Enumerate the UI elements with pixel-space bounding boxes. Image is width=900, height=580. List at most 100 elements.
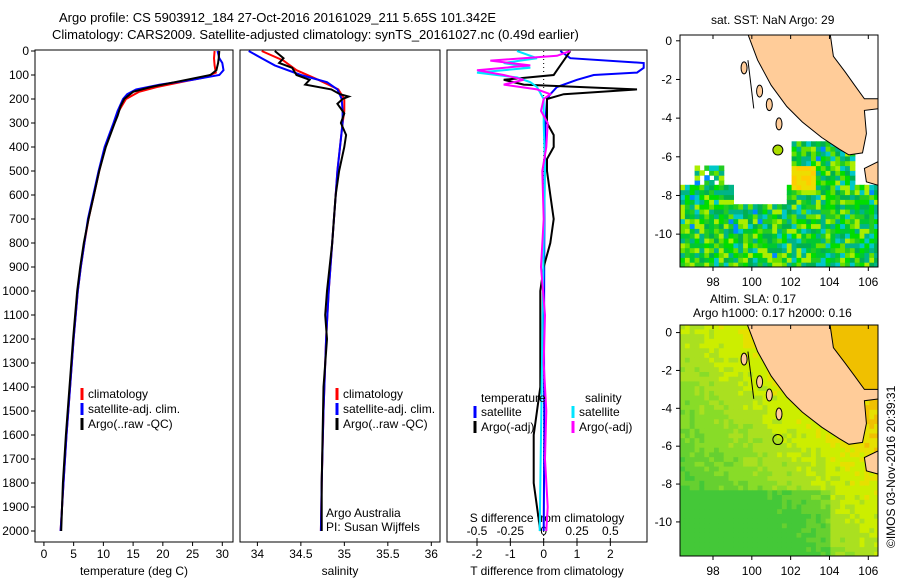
map-cell: [694, 503, 701, 510]
map-cell: [796, 242, 802, 249]
map-cell: [801, 423, 807, 429]
map-cell: [806, 480, 812, 486]
map-cell: [743, 423, 749, 429]
map-cell: [781, 238, 788, 244]
map-cell: [699, 475, 705, 481]
map-cell: [815, 262, 822, 267]
map-cell: [801, 189, 807, 196]
map-cell: [714, 546, 720, 552]
map-cell: [854, 204, 861, 210]
map-cell: [777, 233, 783, 239]
map-cell: [864, 475, 870, 481]
map-cell: [845, 338, 851, 344]
map-cell: [859, 371, 866, 377]
map-cell: [835, 522, 841, 529]
map-cell: [718, 199, 725, 205]
map-cell: [714, 252, 720, 258]
map-cell: [786, 252, 793, 258]
map-cell: [815, 252, 822, 258]
map-cell: [743, 252, 749, 258]
map-cell: [772, 494, 778, 500]
map-cell: [820, 461, 827, 467]
map-cell: [786, 532, 793, 538]
map-cell: [714, 199, 720, 205]
map-cell: [704, 414, 710, 420]
x-tick-label: 36: [425, 547, 439, 561]
map-cell: [796, 437, 802, 443]
map-cell: [811, 480, 817, 486]
map-cell: [762, 456, 768, 462]
map-cell: [791, 189, 798, 196]
map-cell: [684, 494, 691, 500]
map-cell: [767, 508, 773, 514]
map-cell: [825, 499, 832, 505]
map-cell: [869, 242, 875, 249]
map-cell: [738, 418, 744, 424]
map-cell: [859, 522, 866, 529]
map-cell: [689, 325, 696, 330]
map-cell: [806, 233, 812, 239]
map-cell: [811, 189, 817, 196]
map-cell: [830, 338, 836, 344]
map-cell: [743, 551, 749, 556]
map-cell: [767, 414, 773, 420]
map-cell: [689, 343, 696, 349]
map-cell: [835, 338, 841, 344]
map-cell: [747, 499, 754, 505]
map-cell: [815, 470, 822, 477]
map-cell: [835, 209, 841, 215]
map-cell: [864, 532, 870, 538]
map-cell: [738, 257, 744, 263]
map-cell: [825, 204, 832, 210]
map-cell: [684, 404, 691, 410]
map-cell: [820, 447, 827, 453]
map-cell: [704, 189, 710, 196]
map-cell: [723, 247, 730, 254]
map-cell: [859, 380, 866, 387]
map-cell: [859, 551, 866, 556]
map-cell: [694, 399, 701, 406]
map-cell: [806, 242, 812, 249]
map-cell: [825, 141, 832, 147]
map-cell: [728, 228, 734, 234]
map-cell: [689, 494, 696, 500]
map-cell: [767, 238, 773, 244]
map-cell: [806, 204, 812, 210]
map-cell: [743, 238, 749, 244]
map-cell: [791, 518, 798, 524]
map-cell: [781, 527, 788, 533]
map-cell: [704, 328, 710, 335]
map-cell: [864, 223, 870, 229]
map-cell: [762, 541, 768, 548]
map-cell: [849, 447, 856, 453]
map-cell: [781, 537, 788, 543]
map-cell: [845, 213, 851, 220]
legend-label: satellite: [579, 405, 620, 419]
map-cell: [801, 418, 807, 424]
map-cell: [820, 466, 827, 472]
map-cell: [835, 151, 841, 157]
map-cell: [704, 223, 710, 229]
map-cell: [815, 151, 822, 157]
map-cell: [786, 508, 793, 514]
map-cell: [772, 513, 778, 519]
map-cell: [743, 404, 749, 410]
map-cell: [689, 204, 696, 210]
map-cell: [709, 551, 715, 556]
map-cell: [699, 456, 705, 462]
map-cell: [791, 418, 798, 424]
map-cell: [684, 423, 691, 429]
map-cell: [684, 194, 691, 200]
map-cell: [718, 247, 725, 254]
map-cell: [777, 442, 783, 448]
map-cell: [859, 470, 866, 477]
map-cell: [738, 432, 744, 439]
map-cell: [684, 489, 691, 495]
map-cell: [723, 503, 730, 510]
map-cell: [874, 442, 878, 448]
map-cell: [772, 390, 778, 396]
map-cell: [704, 366, 710, 372]
map-cell: [796, 199, 802, 205]
map-cell: [689, 499, 696, 505]
map-cell: [699, 199, 705, 205]
